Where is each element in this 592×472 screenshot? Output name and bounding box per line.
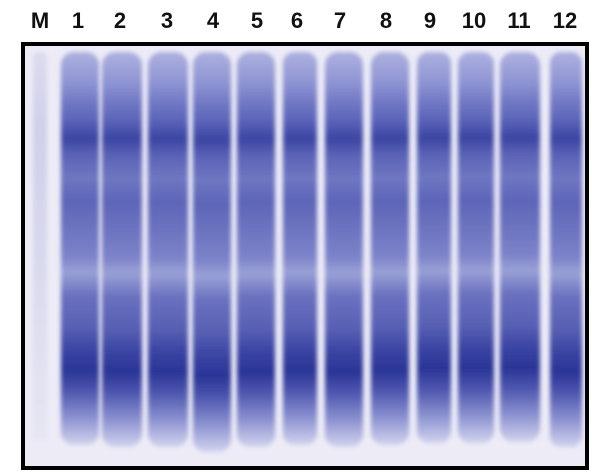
lane-label: 6: [291, 8, 303, 33]
lane-label: M: [31, 8, 49, 33]
sample-lane: [102, 52, 142, 447]
sample-lane: [237, 52, 275, 447]
lane-label: 1: [72, 8, 84, 33]
sample-lane: [371, 52, 409, 445]
sample-lane: [283, 52, 317, 445]
lane-label: 2: [114, 8, 126, 33]
sample-lane: [61, 52, 99, 445]
gel-figure: M123456789101112: [0, 0, 592, 472]
lane-label: 11: [507, 8, 530, 33]
lane-label: 9: [424, 8, 436, 33]
sample-lane: [325, 52, 363, 447]
lane-label: 8: [380, 8, 392, 33]
lane-label: 12: [553, 8, 577, 33]
marker-lane: [33, 52, 47, 440]
sample-lane: [148, 52, 188, 447]
sample-lane: [550, 52, 582, 447]
sample-lane: [417, 52, 451, 443]
lane-label: 4: [207, 8, 220, 33]
lane-label: 3: [161, 8, 173, 33]
sample-lane: [458, 52, 494, 443]
lane-label: 10: [462, 8, 486, 33]
lane-label: 5: [251, 8, 263, 33]
sample-lane: [500, 52, 540, 442]
lane-label: 7: [334, 8, 346, 33]
